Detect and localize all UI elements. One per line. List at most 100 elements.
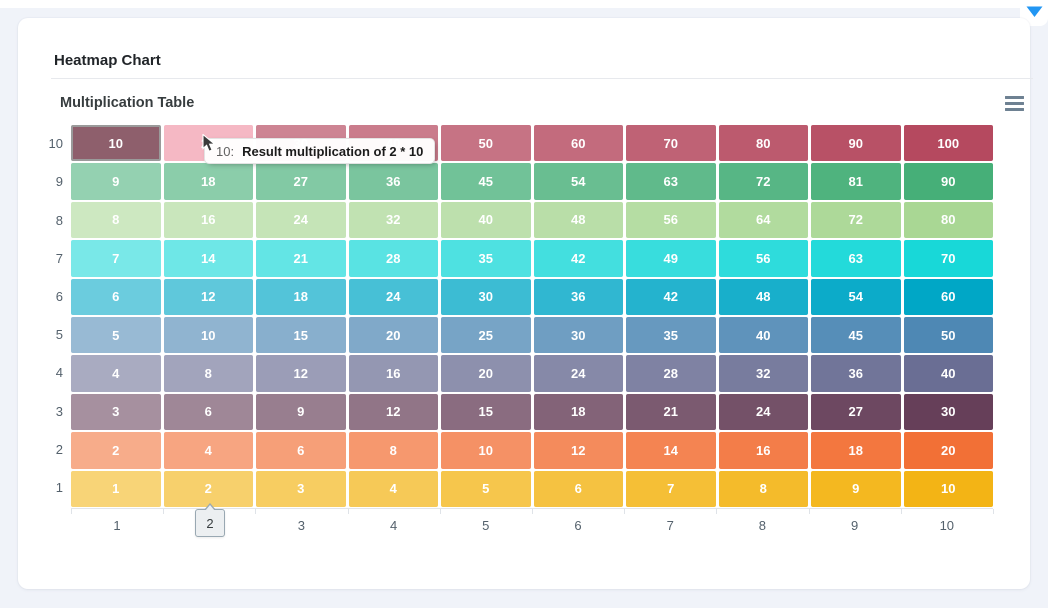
heatmap-cell-8x1[interactable]: 8	[718, 470, 808, 507]
heatmap-cell-9x9[interactable]: 81	[811, 163, 901, 200]
heatmap-cell-9x5[interactable]: 45	[811, 317, 901, 354]
heatmap-cell-8x4[interactable]: 32	[718, 355, 808, 392]
heatmap-cell-1x5[interactable]: 5	[71, 317, 161, 354]
heatmap-cell-4x8[interactable]: 32	[348, 201, 438, 239]
heatmap-cell-3x9[interactable]: 27	[256, 163, 346, 200]
heatmap-cell-4x2[interactable]: 8	[348, 432, 438, 469]
heatmap-cell-3x3[interactable]: 9	[256, 393, 346, 431]
heatmap-cell-2x9[interactable]: 18	[163, 163, 253, 200]
heatmap-cell-4x5[interactable]: 20	[348, 317, 438, 354]
heatmap-cell-9x4[interactable]: 36	[811, 355, 901, 392]
heatmap-cell-3x7[interactable]: 21	[256, 240, 346, 277]
heatmap-cell-1x2[interactable]: 2	[71, 432, 161, 469]
heatmap-cell-6x10[interactable]: 60	[533, 125, 623, 162]
heatmap-cell-1x4[interactable]: 4	[71, 355, 161, 392]
heatmap-cell-7x5[interactable]: 35	[626, 317, 716, 354]
heatmap-cell-10x6[interactable]: 60	[903, 278, 993, 315]
heatmap-cell-10x9[interactable]: 90	[903, 163, 993, 200]
heatmap-cell-10x3[interactable]: 30	[903, 393, 993, 431]
heatmap-cell-5x1[interactable]: 5	[441, 470, 531, 507]
heatmap-cell-6x2[interactable]: 12	[533, 432, 623, 469]
heatmap-cell-5x4[interactable]: 20	[441, 355, 531, 392]
heatmap-cell-2x5[interactable]: 10	[163, 317, 253, 354]
heatmap-cell-8x5[interactable]: 40	[718, 317, 808, 354]
x-axis-tick	[900, 509, 902, 514]
heatmap-cell-6x3[interactable]: 18	[533, 393, 623, 431]
heatmap-cell-10x4[interactable]: 40	[903, 355, 993, 392]
heatmap-cell-7x3[interactable]: 21	[626, 393, 716, 431]
heatmap-cell-7x4[interactable]: 28	[626, 355, 716, 392]
heatmap-cell-4x3[interactable]: 12	[348, 393, 438, 431]
heatmap-cell-8x6[interactable]: 48	[718, 278, 808, 315]
heatmap-cell-10x7[interactable]: 70	[903, 240, 993, 277]
heatmap-cell-10x1[interactable]: 10	[903, 470, 993, 507]
heatmap-cell-2x8[interactable]: 16	[163, 201, 253, 239]
heatmap-cell-10x5[interactable]: 50	[903, 317, 993, 354]
heatmap-cell-5x10[interactable]: 50	[441, 125, 531, 162]
heatmap-cell-8x7[interactable]: 56	[718, 240, 808, 277]
heatmap-cell-7x1[interactable]: 7	[626, 470, 716, 507]
heatmap-cell-3x5[interactable]: 15	[256, 317, 346, 354]
heatmap-cell-9x7[interactable]: 63	[811, 240, 901, 277]
heatmap-cell-1x1[interactable]: 1	[71, 470, 161, 507]
heatmap-cell-6x9[interactable]: 54	[533, 163, 623, 200]
heatmap-cell-7x6[interactable]: 42	[626, 278, 716, 315]
heatmap-cell-3x4[interactable]: 12	[256, 355, 346, 392]
heatmap-cell-9x3[interactable]: 27	[811, 393, 901, 431]
heatmap-cell-2x6[interactable]: 12	[163, 278, 253, 315]
heatmap-cell-3x6[interactable]: 18	[256, 278, 346, 315]
heatmap-cell-9x8[interactable]: 72	[811, 201, 901, 239]
x-axis-tick	[347, 509, 349, 514]
heatmap-cell-7x2[interactable]: 14	[626, 432, 716, 469]
heatmap-cell-4x4[interactable]: 16	[348, 355, 438, 392]
heatmap-cell-5x7[interactable]: 35	[441, 240, 531, 277]
heatmap-cell-5x5[interactable]: 25	[441, 317, 531, 354]
heatmap-cell-1x7[interactable]: 7	[71, 240, 161, 277]
heatmap-cell-7x7[interactable]: 49	[626, 240, 716, 277]
heatmap-cell-4x9[interactable]: 36	[348, 163, 438, 200]
heatmap-cell-5x6[interactable]: 30	[441, 278, 531, 315]
heatmap-cell-6x4[interactable]: 24	[533, 355, 623, 392]
heatmap-cell-5x2[interactable]: 10	[441, 432, 531, 469]
heatmap-cell-8x8[interactable]: 64	[718, 201, 808, 239]
heatmap-cell-9x2[interactable]: 18	[811, 432, 901, 469]
heatmap-cell-5x8[interactable]: 40	[441, 201, 531, 239]
heatmap-cell-2x1[interactable]: 2	[163, 470, 253, 507]
heatmap-cell-10x8[interactable]: 80	[903, 201, 993, 239]
heatmap-cell-1x9[interactable]: 9	[71, 163, 161, 200]
heatmap-cell-5x9[interactable]: 45	[441, 163, 531, 200]
heatmap-cell-4x6[interactable]: 24	[348, 278, 438, 315]
heatmap-cell-8x3[interactable]: 24	[718, 393, 808, 431]
heatmap-cell-6x7[interactable]: 42	[533, 240, 623, 277]
heatmap-cell-2x4[interactable]: 8	[163, 355, 253, 392]
heatmap-cell-3x2[interactable]: 6	[256, 432, 346, 469]
heatmap-cell-6x8[interactable]: 48	[533, 201, 623, 239]
heatmap-cell-2x7[interactable]: 14	[163, 240, 253, 277]
heatmap-cell-9x1[interactable]: 9	[811, 470, 901, 507]
heatmap-cell-7x9[interactable]: 63	[626, 163, 716, 200]
heatmap-cell-1x8[interactable]: 8	[71, 201, 161, 239]
heatmap-cell-6x5[interactable]: 30	[533, 317, 623, 354]
heatmap-cell-3x1[interactable]: 3	[256, 470, 346, 507]
heatmap-cell-7x10[interactable]: 70	[626, 125, 716, 162]
heatmap-cell-9x10[interactable]: 90	[811, 125, 901, 162]
heatmap-cell-8x10[interactable]: 80	[718, 125, 808, 162]
heatmap-cell-10x2[interactable]: 20	[903, 432, 993, 469]
heatmap-cell-2x2[interactable]: 4	[163, 432, 253, 469]
heatmap-cell-7x8[interactable]: 56	[626, 201, 716, 239]
heatmap-cell-1x6[interactable]: 6	[71, 278, 161, 315]
heatmap-cell-6x1[interactable]: 6	[533, 470, 623, 507]
heatmap-cell-4x1[interactable]: 4	[348, 470, 438, 507]
heatmap-cell-3x8[interactable]: 24	[256, 201, 346, 239]
chart-menu-icon[interactable]	[1005, 96, 1024, 111]
heatmap-cell-5x3[interactable]: 15	[441, 393, 531, 431]
heatmap-cell-2x3[interactable]: 6	[163, 393, 253, 431]
heatmap-cell-4x7[interactable]: 28	[348, 240, 438, 277]
heatmap-cell-1x10[interactable]: 10	[71, 125, 161, 162]
heatmap-cell-8x9[interactable]: 72	[718, 163, 808, 200]
heatmap-cell-10x10[interactable]: 100	[903, 125, 993, 162]
heatmap-cell-6x6[interactable]: 36	[533, 278, 623, 315]
heatmap-cell-8x2[interactable]: 16	[718, 432, 808, 469]
heatmap-cell-1x3[interactable]: 3	[71, 393, 161, 431]
heatmap-cell-9x6[interactable]: 54	[811, 278, 901, 315]
